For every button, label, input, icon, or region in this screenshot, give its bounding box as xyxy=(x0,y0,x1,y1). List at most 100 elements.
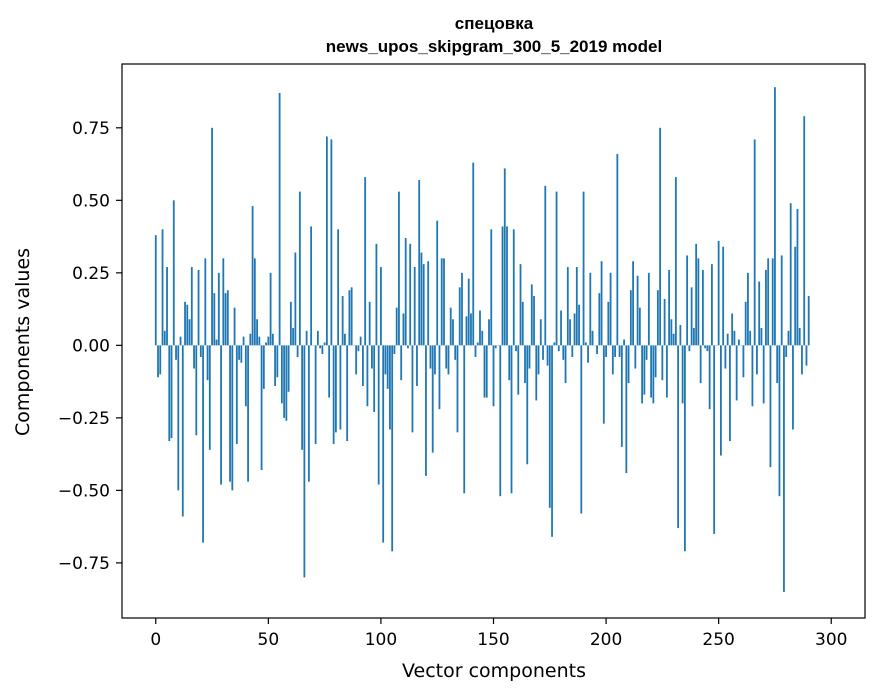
bar-17 xyxy=(193,345,195,369)
bar-148 xyxy=(488,319,490,346)
bar-61 xyxy=(292,327,295,346)
x-axis-label: Vector components xyxy=(402,660,586,682)
bar-243 xyxy=(701,269,704,346)
bar-5 xyxy=(166,267,168,346)
bar-156 xyxy=(506,226,508,346)
bar-220 xyxy=(650,345,653,398)
bar-145 xyxy=(481,330,484,346)
bar-98 xyxy=(375,243,378,346)
bar-30 xyxy=(222,258,225,346)
bar-253 xyxy=(724,345,727,369)
bar-188 xyxy=(578,304,580,346)
x-tick-label: 300 xyxy=(815,630,847,650)
bar-99 xyxy=(377,345,380,485)
bar-167 xyxy=(530,284,533,346)
bar-3 xyxy=(161,229,164,346)
bar-172 xyxy=(542,345,544,360)
bar-180 xyxy=(560,310,562,346)
bar-108 xyxy=(398,191,400,346)
y-tick-label: 0.75 xyxy=(72,119,110,139)
bar-155 xyxy=(503,168,506,346)
bar-22 xyxy=(204,258,207,346)
bar-280 xyxy=(785,345,788,357)
bar-25 xyxy=(211,127,213,346)
bar-183 xyxy=(566,267,569,346)
bar-283 xyxy=(792,345,794,430)
bar-185 xyxy=(571,345,574,357)
bar-7 xyxy=(170,345,173,439)
bar-212 xyxy=(632,261,634,346)
bar-194 xyxy=(591,330,594,346)
bar-112 xyxy=(407,345,409,349)
bar-47 xyxy=(260,345,263,471)
bar-168 xyxy=(533,296,535,346)
bar-279 xyxy=(783,345,785,592)
bar-129 xyxy=(445,345,448,369)
bar-139 xyxy=(467,278,470,346)
bar-115 xyxy=(413,267,416,346)
bar-147 xyxy=(485,345,488,398)
bar-207 xyxy=(620,345,623,447)
bar-186 xyxy=(573,313,576,346)
bar-264 xyxy=(749,330,752,346)
x-tick-label: 50 xyxy=(258,630,280,650)
bar-274 xyxy=(771,258,774,346)
bar-77 xyxy=(328,345,331,398)
x-tick-label: 250 xyxy=(702,630,734,650)
bar-143 xyxy=(476,342,479,346)
bar-218 xyxy=(645,345,648,360)
bar-289 xyxy=(805,345,808,366)
bar-179 xyxy=(557,345,560,352)
bar-240 xyxy=(695,243,698,346)
bar-16 xyxy=(190,267,193,346)
bar-130 xyxy=(447,345,450,375)
bar-114 xyxy=(411,345,414,433)
bar-46 xyxy=(258,336,261,346)
bar-26 xyxy=(213,293,216,346)
bar-254 xyxy=(726,333,729,346)
bar-247 xyxy=(711,264,713,346)
bar-271 xyxy=(765,269,767,346)
bar-72 xyxy=(316,330,319,346)
bar-135 xyxy=(458,287,461,346)
bar-246 xyxy=(708,345,711,410)
bar-28 xyxy=(217,272,220,346)
bar-146 xyxy=(483,345,486,398)
bar-263 xyxy=(747,272,749,346)
bar-95 xyxy=(368,301,371,346)
bar-262 xyxy=(744,301,747,346)
bar-31 xyxy=(224,293,227,346)
bar-94 xyxy=(366,345,369,407)
bars-group xyxy=(154,87,810,592)
bar-66 xyxy=(303,345,306,578)
bar-150 xyxy=(492,345,495,407)
x-tick-label: 200 xyxy=(590,630,622,650)
bar-217 xyxy=(643,345,646,395)
bar-128 xyxy=(443,258,445,346)
bar-282 xyxy=(789,203,792,346)
bar-256 xyxy=(731,313,734,346)
bar-57 xyxy=(283,345,286,418)
bar-138 xyxy=(465,316,468,346)
bar-60 xyxy=(289,301,292,346)
x-tick-label: 150 xyxy=(477,630,509,650)
bar-51 xyxy=(269,272,272,346)
bar-175 xyxy=(548,345,551,508)
bar-91 xyxy=(359,336,362,346)
bar-231 xyxy=(674,177,677,346)
bar-235 xyxy=(683,345,686,552)
bar-268 xyxy=(758,281,761,346)
bar-205 xyxy=(616,153,619,346)
x-tick-label: 100 xyxy=(365,630,397,650)
bar-229 xyxy=(670,319,673,346)
bar-245 xyxy=(706,345,709,352)
bar-65 xyxy=(301,345,304,450)
bar-82 xyxy=(339,345,342,430)
bar-241 xyxy=(697,258,700,346)
bar-75 xyxy=(323,342,326,346)
bar-52 xyxy=(271,333,274,346)
bar-267 xyxy=(756,345,758,375)
bar-259 xyxy=(738,339,740,346)
bar-133 xyxy=(454,345,457,360)
bar-174 xyxy=(546,345,549,366)
